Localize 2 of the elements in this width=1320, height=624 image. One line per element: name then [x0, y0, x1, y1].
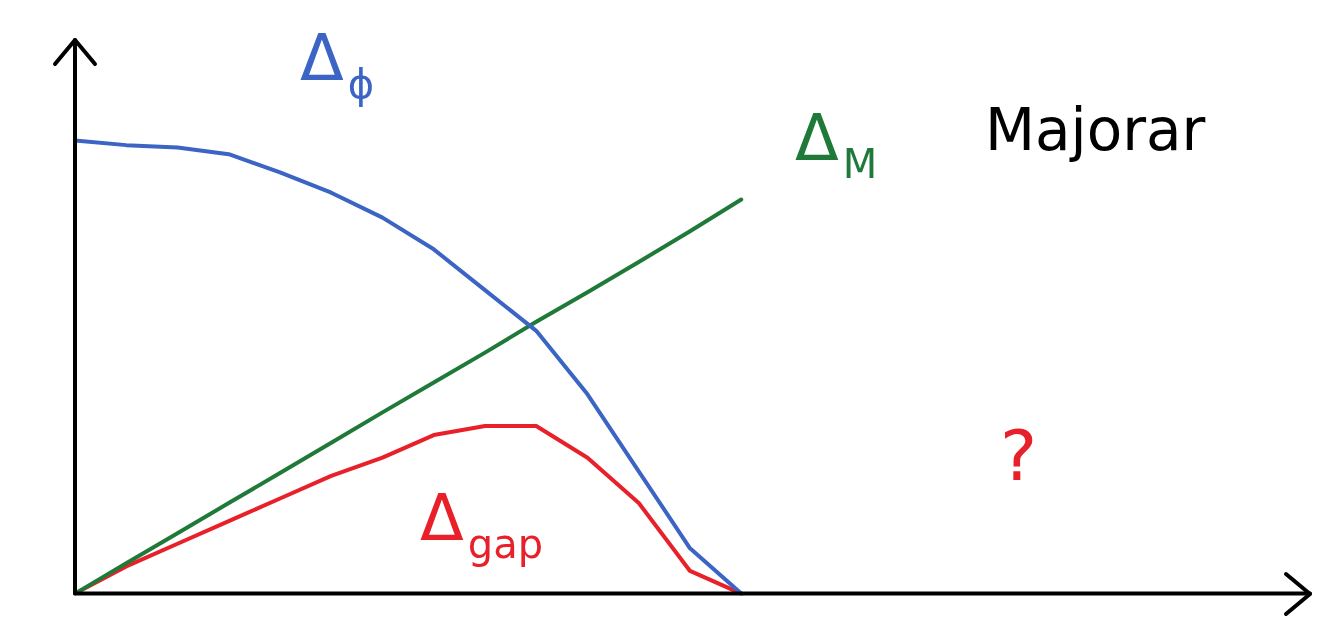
- annotation: Majorar: [985, 96, 1206, 164]
- annotation: ?: [1000, 415, 1038, 497]
